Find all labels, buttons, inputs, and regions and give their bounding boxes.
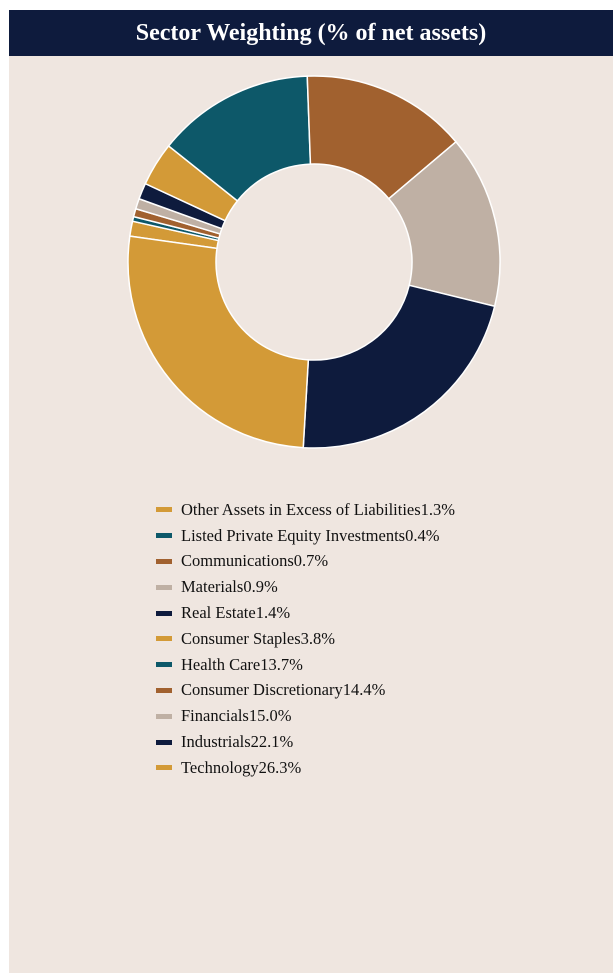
legend-item: Other Assets in Excess of Liabilities 1.… — [156, 497, 455, 523]
chart-legend: Other Assets in Excess of Liabilities 1.… — [156, 497, 455, 781]
legend-swatch — [156, 739, 172, 745]
legend-item: Materials 0.9% — [156, 574, 455, 600]
legend-item: Consumer Discretionary 14.4% — [156, 678, 455, 704]
legend-item: Consumer Staples 3.8% — [156, 626, 455, 652]
legend-item: Real Estate 1.4% — [156, 600, 455, 626]
legend-value: 13.7% — [260, 654, 303, 674]
legend-swatch — [156, 687, 172, 693]
legend-swatch — [156, 662, 172, 668]
legend-swatch — [156, 713, 172, 719]
legend-label: Health Care — [181, 654, 261, 674]
legend-value: 15.0% — [248, 706, 292, 726]
legend-label: Financials — [181, 706, 249, 726]
legend-label: Consumer Staples — [181, 628, 301, 648]
legend-swatch — [156, 533, 172, 539]
legend-item: Technology 26.3% — [156, 755, 455, 781]
chart-title: Sector Weighting (% of net assets) — [135, 19, 487, 46]
legend-value: 3.8% — [300, 628, 335, 648]
legend-swatch — [156, 610, 172, 616]
sector-weighting-card: Sector Weighting (% of net assets) Other… — [9, 10, 613, 973]
legend-label: Consumer Discretionary — [181, 680, 343, 700]
legend-label: Listed Private Equity Investments — [181, 525, 406, 545]
legend-swatch — [156, 507, 172, 513]
legend-label: Technology — [181, 757, 259, 777]
legend-value: 0.4% — [405, 525, 440, 545]
donut-slice-industrials — [302, 284, 496, 449]
legend-label: Industrials — [181, 732, 251, 752]
donut-slice-technology — [127, 235, 310, 449]
legend-label: Materials — [181, 577, 244, 597]
legend-value: 1.3% — [420, 499, 456, 519]
legend-label: Communications — [181, 551, 294, 571]
legend-value: 1.4% — [255, 603, 291, 623]
legend-swatch — [156, 584, 172, 590]
legend-item: Communications 0.7% — [156, 549, 455, 575]
legend-label: Real Estate — [181, 603, 256, 623]
legend-value: 22.1% — [250, 732, 294, 752]
legend-swatch — [156, 765, 172, 771]
legend-item: Industrials 22.1% — [156, 729, 455, 755]
legend-value: 0.7% — [293, 551, 329, 571]
legend-item: Health Care 13.7% — [156, 652, 455, 678]
donut-chart — [127, 75, 501, 449]
legend-value: 14.4% — [342, 680, 386, 700]
legend-swatch — [156, 636, 172, 642]
legend-value: 0.9% — [243, 577, 278, 597]
chart-title-bar: Sector Weighting (% of net assets) — [9, 10, 613, 56]
legend-item: Financials 15.0% — [156, 703, 455, 729]
legend-swatch — [156, 558, 172, 564]
legend-value: 26.3% — [258, 757, 302, 777]
legend-item: Listed Private Equity Investments 0.4% — [156, 523, 455, 549]
legend-label: Other Assets in Excess of Liabilities — [181, 499, 421, 519]
